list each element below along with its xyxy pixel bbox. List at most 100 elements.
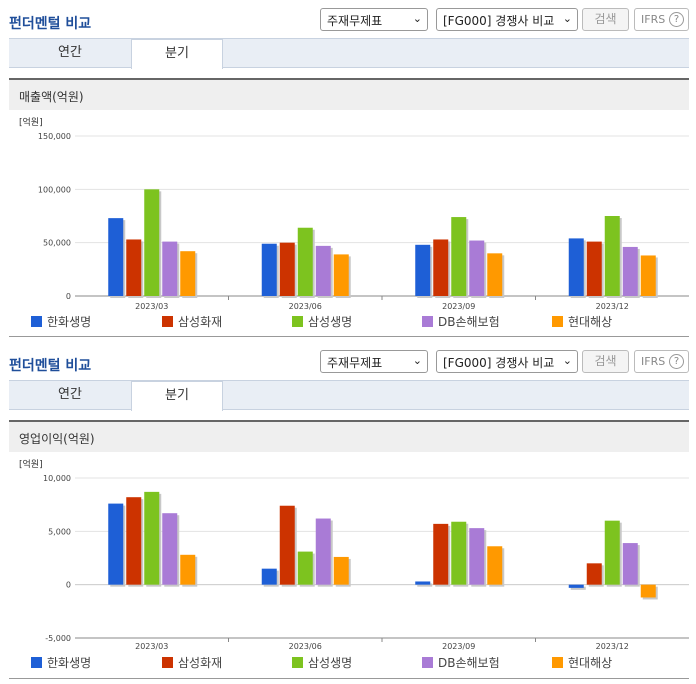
period-tabs: 연간 분기 <box>9 38 689 69</box>
bar[interactable] <box>180 251 196 296</box>
legend-label: 삼성생명 <box>308 315 353 329</box>
bar[interactable] <box>315 518 331 585</box>
bar[interactable] <box>279 242 295 296</box>
bar[interactable] <box>144 189 160 296</box>
legend-item[interactable]: 한화생명 <box>31 313 91 330</box>
bar[interactable] <box>261 568 277 585</box>
bar[interactable] <box>604 216 620 296</box>
y-tick-label: 0 <box>66 292 71 301</box>
bar[interactable] <box>622 246 638 296</box>
bar[interactable] <box>586 563 602 585</box>
bar[interactable] <box>180 554 196 585</box>
y-unit-label: [억원] <box>19 116 43 128</box>
legend-item[interactable]: 삼성생명 <box>292 313 352 330</box>
bar[interactable] <box>162 241 178 296</box>
bar[interactable] <box>640 255 656 296</box>
search-button[interactable]: 검색 <box>582 8 629 31</box>
x-tick-label: 2023/06 <box>289 302 322 310</box>
tab-annual[interactable]: 연간 <box>58 45 82 60</box>
statement-type-value: 주재무제표 <box>327 14 383 28</box>
statement-type-select[interactable]: 주재무제표 ⌄ <box>320 350 428 373</box>
bar[interactable] <box>261 243 277 296</box>
ifrs-help-button[interactable]: IFRS ? <box>634 350 689 373</box>
x-tick-label: 2023/03 <box>135 302 168 310</box>
operating-profit-chart-svg: [억원]10,000 5,000 0 -5,000 2023/03 2023/06 2023… <box>19 458 689 651</box>
bar[interactable] <box>640 584 656 598</box>
bar[interactable] <box>433 523 449 585</box>
legend-swatch <box>162 657 173 668</box>
bar[interactable] <box>415 244 431 296</box>
tab-annual[interactable]: 연간 <box>58 387 82 402</box>
bar[interactable] <box>433 239 449 296</box>
bar[interactable] <box>108 218 124 296</box>
legend-swatch <box>162 316 173 327</box>
bar[interactable] <box>451 521 467 585</box>
bar[interactable] <box>451 217 467 296</box>
legend-label: 현대해상 <box>568 315 613 329</box>
bar[interactable] <box>315 245 331 296</box>
legend-item[interactable]: DB손해보험 <box>422 654 500 671</box>
legend-item[interactable]: 현대해상 <box>552 654 612 671</box>
peer-group-select[interactable]: [FG000] 경쟁사 비교 ⌄ <box>436 350 578 373</box>
bar[interactable] <box>333 254 349 296</box>
bar[interactable] <box>604 520 620 585</box>
bar[interactable] <box>144 491 160 585</box>
bar[interactable] <box>487 253 503 296</box>
fundamental-compare-section-2: 펀더멘털 비교 주재무제표 ⌄ [FG000] 경쟁사 비교 ⌄ 검색 IFRS… <box>0 342 696 679</box>
y-unit-label: [억원] <box>19 458 43 470</box>
legend-swatch <box>31 316 42 327</box>
legend-swatch <box>552 657 563 668</box>
bar[interactable] <box>622 543 638 585</box>
tab-quarterly[interactable]: 분기 <box>131 39 223 69</box>
legend-item[interactable]: 삼성화재 <box>162 313 222 330</box>
ifrs-label: IFRS <box>641 13 666 26</box>
legend-label: 삼성화재 <box>178 315 223 329</box>
bar-shadow <box>570 586 586 590</box>
y-tick-label: 100,000 <box>38 185 71 194</box>
chevron-down-icon: ⌄ <box>412 354 422 367</box>
bar[interactable] <box>297 551 313 585</box>
fundamental-compare-section-1: 펀더멘털 비교 주재무제표 ⌄ [FG000] 경쟁사 비교 ⌄ 검색 IFRS… <box>0 0 696 337</box>
bar[interactable] <box>487 546 503 585</box>
bar[interactable] <box>279 505 295 585</box>
legend-label: 한화생명 <box>47 315 92 329</box>
bar[interactable] <box>108 503 124 585</box>
legend-item[interactable]: 한화생명 <box>31 654 91 671</box>
x-tick-label: 2023/09 <box>442 642 475 651</box>
search-button[interactable]: 검색 <box>582 350 629 373</box>
section-title: 펀더멘털 비교 <box>9 358 92 374</box>
x-tick-label: 2023/09 <box>442 302 475 310</box>
section-header: 펀더멘털 비교 주재무제표 ⌄ [FG000] 경쟁사 비교 ⌄ 검색 IFRS… <box>0 0 696 36</box>
bar[interactable] <box>126 239 142 296</box>
metric-title: 매출액(억원) <box>9 78 689 110</box>
bar[interactable] <box>297 227 313 296</box>
legend-item[interactable]: 삼성화재 <box>162 654 222 671</box>
statement-type-select[interactable]: 주재무제표 ⌄ <box>320 8 428 31</box>
help-icon: ? <box>669 354 684 369</box>
bar[interactable] <box>126 497 142 585</box>
tab-quarterly[interactable]: 분기 <box>131 381 223 411</box>
bar[interactable] <box>568 238 584 296</box>
bar[interactable] <box>568 584 584 588</box>
legend-label: DB손해보험 <box>438 656 500 670</box>
legend-item[interactable]: DB손해보험 <box>422 313 500 330</box>
peer-group-select[interactable]: [FG000] 경쟁사 비교 ⌄ <box>436 8 578 31</box>
revenue-chart-svg: [억원] 150,000 100,000 50,000 0 2023/03 2023/06 2… <box>19 116 689 310</box>
y-tick-label: 150,000 <box>38 132 71 141</box>
legend-item[interactable]: 현대해상 <box>552 313 612 330</box>
bar[interactable] <box>469 240 485 296</box>
chevron-down-icon: ⌄ <box>412 12 422 25</box>
legend-label: DB손해보험 <box>438 315 500 329</box>
legend-item[interactable]: 삼성생명 <box>292 654 352 671</box>
bar[interactable] <box>415 581 431 585</box>
bar[interactable] <box>469 528 485 585</box>
legend-swatch <box>31 657 42 668</box>
x-tick-label: 2023/06 <box>289 642 322 651</box>
bar[interactable] <box>162 513 178 585</box>
legend-label: 현대해상 <box>568 656 613 670</box>
legend-swatch <box>422 657 433 668</box>
chart-legend: 한화생명 삼성화재 삼성생명 DB손해보험 현대해상 <box>9 654 689 672</box>
bar[interactable] <box>333 556 349 585</box>
bar[interactable] <box>586 241 602 296</box>
ifrs-help-button[interactable]: IFRS ? <box>634 8 689 31</box>
